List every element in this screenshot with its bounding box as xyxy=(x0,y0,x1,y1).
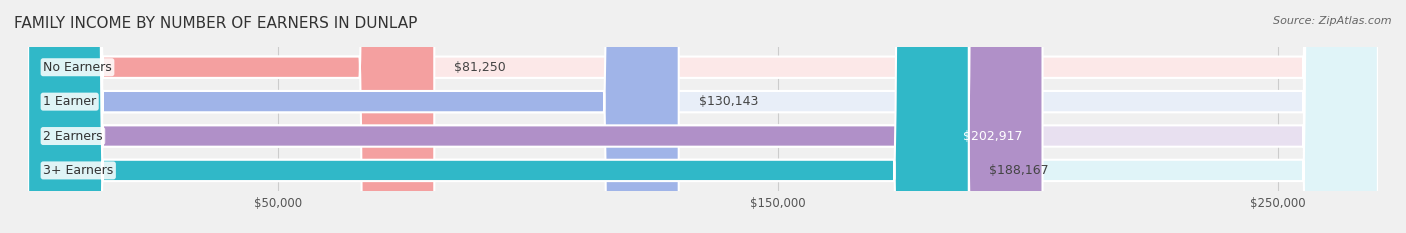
Text: No Earners: No Earners xyxy=(44,61,112,74)
Text: 2 Earners: 2 Earners xyxy=(44,130,103,143)
FancyBboxPatch shape xyxy=(28,0,434,233)
Text: $81,250: $81,250 xyxy=(454,61,506,74)
FancyBboxPatch shape xyxy=(28,0,1378,233)
Text: $188,167: $188,167 xyxy=(988,164,1049,177)
Text: $130,143: $130,143 xyxy=(699,95,758,108)
FancyBboxPatch shape xyxy=(28,0,1378,233)
Text: 1 Earner: 1 Earner xyxy=(44,95,96,108)
FancyBboxPatch shape xyxy=(28,0,969,233)
Text: $202,917: $202,917 xyxy=(963,130,1022,143)
FancyBboxPatch shape xyxy=(28,0,1378,233)
Text: Source: ZipAtlas.com: Source: ZipAtlas.com xyxy=(1274,16,1392,26)
Text: 3+ Earners: 3+ Earners xyxy=(44,164,114,177)
FancyBboxPatch shape xyxy=(28,0,679,233)
FancyBboxPatch shape xyxy=(28,0,1042,233)
Text: FAMILY INCOME BY NUMBER OF EARNERS IN DUNLAP: FAMILY INCOME BY NUMBER OF EARNERS IN DU… xyxy=(14,16,418,31)
FancyBboxPatch shape xyxy=(28,0,1378,233)
